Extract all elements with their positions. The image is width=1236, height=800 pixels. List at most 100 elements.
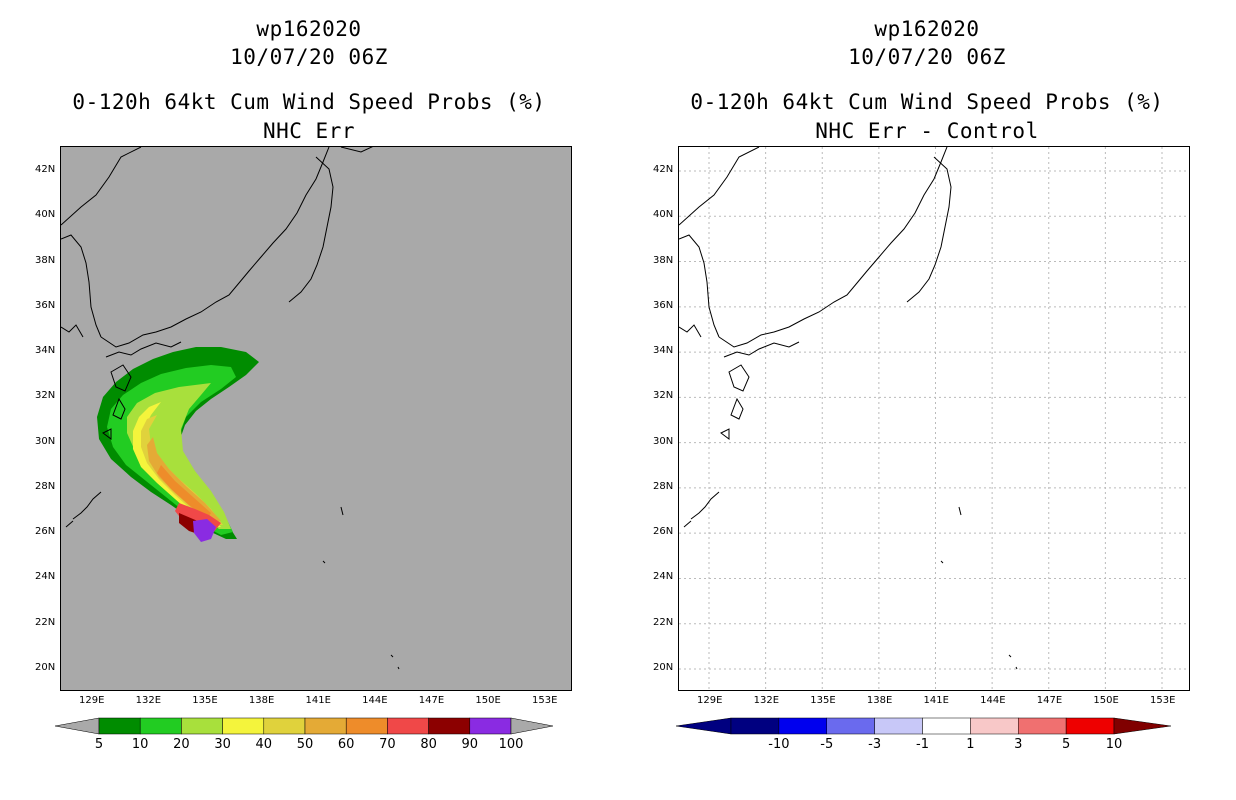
colorbar-swatch <box>263 717 306 735</box>
longitude-tick-label: 135E <box>810 695 836 706</box>
longitude-tick-label: 153E <box>532 695 558 706</box>
product-title: 0-120h 64kt Cum Wind Speed Probs (%) <box>72 90 546 114</box>
colorbar-swatch <box>778 717 827 735</box>
colorbar <box>55 717 554 735</box>
longitude-tick-label: 141E <box>305 695 331 706</box>
colorbar-label: 3 <box>1014 737 1023 752</box>
longitude-tick-label: 141E <box>923 695 949 706</box>
probability-map <box>60 146 572 691</box>
latitude-tick-label: 40N <box>35 209 56 221</box>
longitude-tick-label: 132E <box>753 695 780 706</box>
colorbar-low-end <box>55 717 100 735</box>
colorbar-label: 70 <box>379 737 396 752</box>
colorbar-swatch <box>345 717 388 735</box>
latitude-tick-label: 40N <box>653 209 674 221</box>
colorbar-swatch <box>98 717 141 735</box>
latitude-tick-label: 30N <box>653 435 674 447</box>
colorbar-swatch <box>1018 717 1067 735</box>
colorbar-label: 40 <box>255 737 273 752</box>
colorbar-high-end <box>510 717 554 735</box>
colorbar-label: 10 <box>131 737 149 752</box>
colorbar-high-end <box>1113 717 1172 735</box>
colorbar-low-end <box>676 717 732 735</box>
latitude-tick-label: 20N <box>653 662 674 673</box>
colorbar-label: 1 <box>966 737 975 752</box>
longitude-tick-label: 138E <box>866 695 893 706</box>
latitude-tick-label: 20N <box>35 662 56 673</box>
colorbar-swatch <box>304 717 347 735</box>
latitude-tick-label: 42N <box>35 164 56 175</box>
longitude-tick-label: 147E <box>1036 695 1063 706</box>
datetime: 10/07/20 06Z <box>230 45 388 69</box>
product-title: 0-120h 64kt Cum Wind Speed Probs (%) <box>690 90 1164 114</box>
longitude-tick-label: 150E <box>1093 695 1119 706</box>
latitude-tick-label: 42N <box>653 164 674 175</box>
latitude-tick-label: 28N <box>653 480 674 492</box>
colorbar-swatch <box>730 717 780 735</box>
colorbar-label: -10 <box>768 737 790 752</box>
latitude-tick-label: 22N <box>653 616 674 628</box>
grid-lines <box>679 147 1189 690</box>
longitude-tick-label: 129E <box>79 695 105 706</box>
longitude-tick-label: 150E <box>475 695 501 706</box>
subtitle: NHC Err - Control <box>815 119 1039 143</box>
colorbar-label: 50 <box>296 737 314 752</box>
left-panel: wp162020 10/07/20 06Z 0-120h 64kt Cum Wi… <box>35 17 572 752</box>
latitude-tick-label: 32N <box>653 390 674 402</box>
colorbar-swatch <box>469 717 512 735</box>
colorbar-swatch <box>826 717 875 735</box>
colorbar-swatch <box>181 717 223 735</box>
datetime: 10/07/20 06Z <box>848 45 1006 69</box>
longitude-tick-label: 135E <box>192 695 218 706</box>
latitude-tick-label: 24N <box>35 571 56 583</box>
longitude-tick-label: 144E <box>362 695 388 706</box>
longitude-tick-label: 147E <box>418 695 445 706</box>
latitude-tick-label: 38N <box>653 254 674 266</box>
storm-id: wp162020 <box>256 17 362 41</box>
colorbar-swatch <box>139 717 182 735</box>
colorbar-label: 80 <box>420 737 437 752</box>
colorbar-label: 100 <box>498 737 524 752</box>
difference-map <box>678 146 1190 691</box>
colorbar-label: -5 <box>820 737 834 752</box>
latitude-tick-label: 38N <box>35 254 56 266</box>
colorbar-label: 20 <box>173 737 190 752</box>
longitude-tick-label: 132E <box>135 695 162 706</box>
colorbar-swatch <box>387 717 429 735</box>
colorbar-label: 30 <box>214 737 231 752</box>
contour-50 <box>147 437 221 523</box>
colorbar-label: 5 <box>1061 737 1071 752</box>
colorbar <box>676 717 1172 735</box>
colorbar-swatch <box>428 717 471 735</box>
colorbar-label: 90 <box>461 737 479 752</box>
contour-90 <box>193 519 216 542</box>
latitude-tick-label: 24N <box>653 571 674 583</box>
colorbar-label: 60 <box>337 737 355 752</box>
latitude-tick-label: 36N <box>35 299 56 311</box>
longitude-tick-label: 144E <box>980 695 1006 706</box>
longitude-tick-label: 153E <box>1150 695 1176 706</box>
latitude-tick-label: 34N <box>653 345 674 357</box>
subtitle: NHC Err <box>262 119 355 143</box>
colorbar-swatch <box>922 717 971 735</box>
latitude-tick-label: 32N <box>35 390 56 402</box>
latitude-tick-label: 26N <box>653 526 674 538</box>
right-panel: wp162020 10/07/20 06Z 0-120h 64kt Cum Wi… <box>618 0 1236 800</box>
latitude-tick-label: 34N <box>35 345 56 357</box>
latitude-tick-label: 22N <box>35 616 56 628</box>
latitude-tick-label: 28N <box>35 480 56 492</box>
colorbar-swatch <box>874 717 923 735</box>
colorbar-swatch <box>222 717 265 735</box>
colorbar-label: -3 <box>868 737 882 752</box>
colorbar-label: 5 <box>94 737 104 752</box>
latitude-tick-label: 30N <box>35 435 56 447</box>
contour-60 <box>157 465 211 519</box>
latitude-tick-label: 36N <box>653 299 674 311</box>
storm-id: wp162020 <box>874 17 980 41</box>
longitude-tick-label: 138E <box>248 695 275 706</box>
colorbar-swatch <box>970 717 1019 735</box>
latitude-tick-label: 26N <box>35 526 56 538</box>
longitude-tick-label: 129E <box>697 695 723 706</box>
colorbar-label: -1 <box>916 737 929 752</box>
coastline <box>679 147 1018 670</box>
